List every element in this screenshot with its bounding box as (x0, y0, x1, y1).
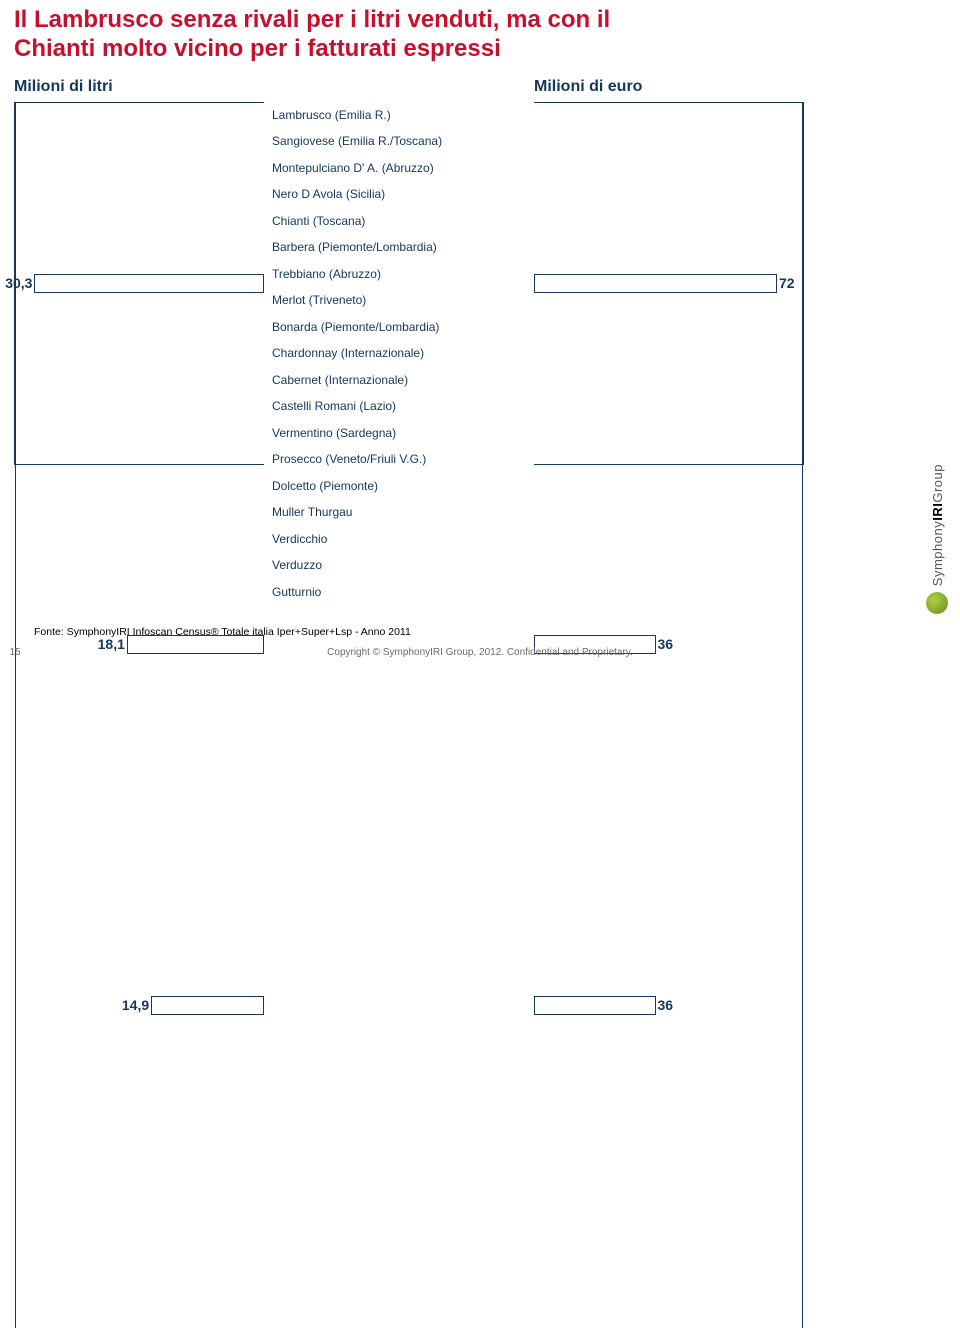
right-bar-chart: 72363635614224242929181028281922141112 (534, 102, 804, 606)
category-label: Dolcetto (Piemonte) (272, 479, 378, 493)
category-label-row: Lambrusco (Emilia R.) (272, 102, 534, 129)
category-label-row: Merlot (Triveneto) (272, 287, 534, 314)
category-label-row: Dolcetto (Piemonte) (272, 473, 534, 500)
category-label: Prosecco (Veneto/Friuli V.G.) (272, 452, 426, 466)
category-label: Muller Thurgau (272, 505, 352, 519)
left-bar-value: 30,3 (5, 275, 32, 291)
category-label: Montepulciano D' A. (Abruzzo) (272, 161, 434, 175)
brand-logo-text: SymphonyIRIGroup (930, 464, 945, 586)
category-label-row: Sangiovese (Emilia R./Toscana) (272, 128, 534, 155)
category-label-row: Barbera (Piemonte/Lombardia) (272, 234, 534, 261)
right-bar-row: 35 (534, 1186, 803, 1328)
left-bar (151, 996, 264, 1015)
category-label: Gutturnio (272, 585, 321, 599)
right-bar-value: 36 (658, 997, 674, 1013)
right-bar-value: 72 (779, 275, 795, 291)
left-bar-row: 18,1 (15, 464, 264, 825)
left-bar-row: 14 (15, 1186, 264, 1328)
category-label-row: Muller Thurgau (272, 499, 534, 526)
right-bar (534, 996, 656, 1015)
category-label: Chardonnay (Internazionale) (272, 346, 424, 360)
category-label-row: Gutturnio (272, 579, 534, 606)
category-label: Verduzzo (272, 558, 322, 572)
brand-logo: SymphonyIRIGroup (924, 434, 950, 614)
right-bar-row: 72 (534, 103, 803, 464)
category-labels: Lambrusco (Emilia R.) Sangiovese (Emilia … (264, 102, 534, 606)
brand-logo-icon (926, 592, 948, 614)
right-bar (534, 274, 777, 293)
category-label-row: Bonarda (Piemonte/Lombardia) (272, 314, 534, 341)
category-label-row: Montepulciano D' A. (Abruzzo) (272, 155, 534, 182)
category-label: Sangiovese (Emilia R./Toscana) (272, 134, 442, 148)
chart-subtitles: Milioni di litri Milioni di euro (0, 78, 960, 96)
source-note: Fonte: SymphonyIRI Infoscan Census® Tota… (34, 626, 411, 638)
charts-container: 30,318,114,91413,513,413,49,88,77,86,15,… (0, 96, 960, 606)
left-bar-row: 30,3 (15, 103, 264, 464)
category-label: Barbera (Piemonte/Lombardia) (272, 240, 437, 254)
copyright-text: Copyright © SymphonyIRI Group, 2012. Con… (30, 647, 930, 658)
subtitle-right: Milioni di euro (534, 78, 804, 96)
left-bar-value: 14,9 (122, 997, 149, 1013)
slide-footer: 15 Copyright © SymphonyIRI Group, 2012. … (0, 647, 960, 658)
category-label-row: Trebbiano (Abruzzo) (272, 261, 534, 288)
category-label-row: Cabernet (Internazionale) (272, 367, 534, 394)
left-bar-row: 14,9 (15, 825, 264, 1186)
page-number: 15 (0, 647, 30, 658)
category-label: Nero D Avola (Sicilia) (272, 187, 385, 201)
category-label: Chianti (Toscana) (272, 214, 365, 228)
category-label-row: Verduzzo (272, 552, 534, 579)
slide-title: Il Lambrusco senza rivali per i litri ve… (0, 0, 960, 64)
right-bar-row: 36 (534, 464, 803, 825)
left-bar (34, 274, 264, 293)
subtitle-left: Milioni di litri (14, 78, 264, 96)
category-label: Merlot (Triveneto) (272, 293, 366, 307)
category-label: Bonarda (Piemonte/Lombardia) (272, 320, 439, 334)
title-line-1: Il Lambrusco senza rivali per i litri ve… (14, 6, 610, 33)
category-label-row: Castelli Romani (Lazio) (272, 393, 534, 420)
category-label-row: Prosecco (Veneto/Friuli V.G.) (272, 446, 534, 473)
category-label-row: Verdicchio (272, 526, 534, 553)
title-line-2: Chianti molto vicino per i fatturati esp… (14, 35, 501, 62)
category-label: Lambrusco (Emilia R.) (272, 108, 391, 122)
category-label-row: Nero D Avola (Sicilia) (272, 181, 534, 208)
category-label: Trebbiano (Abruzzo) (272, 267, 381, 281)
category-label: Vermentino (Sardegna) (272, 426, 396, 440)
right-bar-row: 36 (534, 825, 803, 1186)
category-label-row: Chianti (Toscana) (272, 208, 534, 235)
category-label: Cabernet (Internazionale) (272, 373, 408, 387)
category-label: Verdicchio (272, 532, 327, 546)
category-label: Castelli Romani (Lazio) (272, 399, 396, 413)
category-label-row: Vermentino (Sardegna) (272, 420, 534, 447)
left-bar-chart: 30,318,114,91413,513,413,49,88,77,86,15,… (14, 102, 264, 606)
category-label-row: Chardonnay (Internazionale) (272, 340, 534, 367)
